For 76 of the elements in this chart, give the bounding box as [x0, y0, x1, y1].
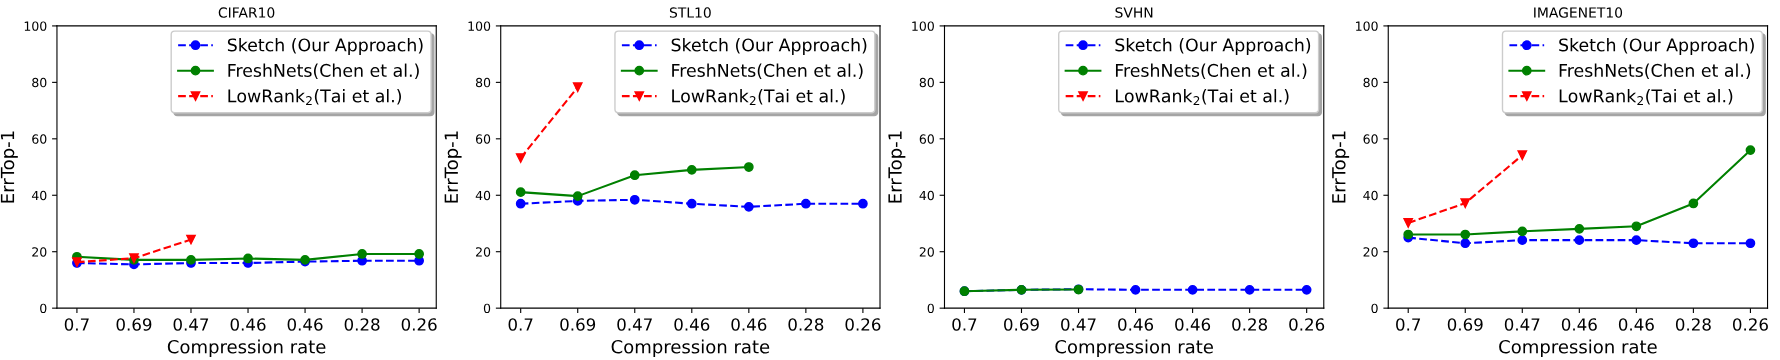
x-tick-label: 0.47: [1504, 318, 1540, 331]
y-tick-label: 100: [24, 21, 47, 31]
legend-label: FreshNets(Chen et al.): [1115, 63, 1307, 80]
x-tick-label: 0.46: [230, 318, 266, 331]
y-tick-label: 20: [919, 247, 934, 257]
x-axis-title: Compression rate: [167, 339, 326, 358]
x-tick-label: 0.26: [1289, 318, 1325, 331]
y-tick-label: 100: [912, 21, 934, 31]
x-axis-title: Compression rate: [1499, 339, 1657, 358]
x-tick-label: 0.28: [1232, 318, 1268, 331]
x-tick-label: 0.47: [173, 318, 209, 331]
x-tick-label: 0.7: [952, 318, 977, 331]
y-tick-label: 0: [483, 303, 491, 314]
legend-label: LowRank$_{2}$(Tai et al.): [1559, 89, 1733, 106]
legend-label: LowRank$_{2}$(Tai et al.): [672, 89, 845, 106]
legend-label: Sketch (Our Approach): [227, 38, 423, 55]
x-tick-label: 0.26: [401, 318, 437, 331]
y-tick-label: 80: [475, 77, 491, 88]
x-tick-label: 0.69: [560, 318, 596, 331]
legend-label: FreshNets(Chen et al.): [228, 63, 419, 80]
x-tick-label: 0.7: [508, 318, 533, 331]
y-tick-label: 40: [475, 190, 491, 201]
y-axis-title: ErrTop-1: [0, 131, 18, 203]
x-tick-label: 0.47: [617, 318, 652, 331]
y-tick-label: 100: [1356, 21, 1378, 31]
y-tick-label: 0: [927, 303, 934, 314]
y-tick-label: 60: [32, 134, 47, 144]
y-tick-label: 60: [919, 134, 934, 144]
chart-title: STL10: [669, 7, 711, 18]
y-axis-title: ErrTop-1: [888, 131, 906, 203]
legend-label: Sketch (Our Approach): [1115, 38, 1311, 55]
y-axis-title: ErrTop-1: [444, 131, 462, 203]
y-tick-label: 20: [476, 247, 491, 257]
y-tick-label: 0: [1371, 303, 1378, 314]
x-tick-label: 0.7: [1396, 318, 1421, 331]
x-tick-label: 0.7: [64, 318, 89, 331]
x-tick-label: 0.28: [788, 318, 824, 331]
x-tick-label: 0.46: [674, 318, 710, 331]
x-tick-label: 0.69: [1004, 318, 1039, 331]
y-tick-label: 60: [1363, 134, 1378, 144]
x-axis-title: Compression rate: [1055, 339, 1213, 358]
x-tick-label: 0.28: [1675, 318, 1711, 331]
y-tick-label: 80: [919, 77, 934, 88]
legend-label: LowRank$_{2}$(Tai et al.): [228, 89, 401, 106]
legend-label: FreshNets(Chen et al.): [1559, 63, 1751, 80]
legend-label: Sketch (Our Approach): [1559, 38, 1754, 55]
x-tick-label: 0.47: [1061, 318, 1096, 331]
y-tick-label: 40: [919, 190, 934, 201]
y-tick-label: 20: [32, 247, 47, 257]
legend-label: FreshNets(Chen et al.): [672, 63, 863, 80]
y-tick-label: 60: [475, 134, 491, 144]
y-tick-label: 20: [1363, 247, 1378, 257]
x-tick-label: 0.69: [116, 318, 152, 331]
chart-title: SVHN: [1115, 7, 1153, 18]
x-tick-label: 0.26: [845, 318, 881, 331]
y-tick-label: 40: [31, 190, 47, 201]
x-tick-label: 0.69: [1447, 318, 1483, 331]
x-tick-label: 0.46: [1561, 318, 1597, 331]
y-tick-label: 40: [1363, 190, 1378, 201]
x-tick-label: 0.28: [344, 318, 380, 331]
x-tick-label: 0.26: [1732, 318, 1768, 331]
x-axis-title: Compression rate: [611, 339, 770, 358]
x-tick-label: 0.46: [731, 318, 767, 331]
chart-title: CIFAR10: [218, 7, 275, 18]
y-axis-title: ErrTop-1: [1332, 131, 1350, 203]
y-tick-label: 80: [1363, 77, 1378, 88]
x-tick-label: 0.46: [1618, 318, 1654, 331]
y-tick-label: 80: [32, 77, 47, 88]
x-tick-label: 0.46: [1118, 318, 1154, 331]
chart-title: IMAGENET10: [1534, 7, 1623, 18]
legend-label: LowRank$_{2}$(Tai et al.): [1115, 89, 1289, 106]
x-tick-label: 0.46: [1175, 318, 1211, 331]
x-tick-label: 0.46: [287, 318, 323, 331]
y-tick-label: 0: [40, 303, 47, 314]
y-tick-label: 100: [468, 21, 491, 31]
legend-label: Sketch (Our Approach): [671, 38, 867, 55]
